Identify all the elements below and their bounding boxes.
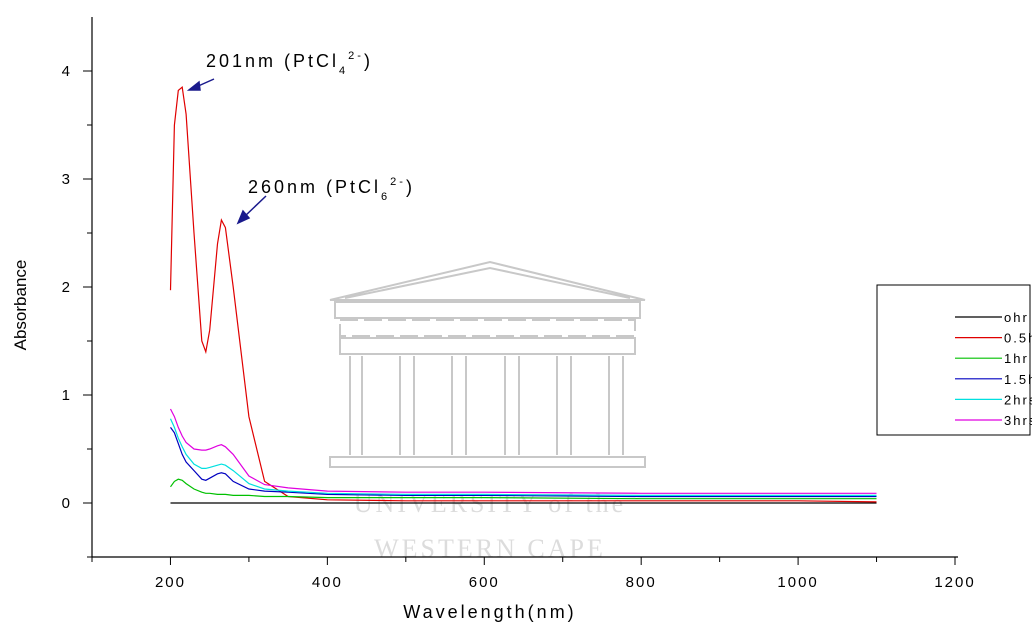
legend-label: ohr bbox=[1004, 310, 1029, 325]
legend-label: 1hr bbox=[1004, 351, 1029, 366]
y-tick-label: 3 bbox=[62, 171, 70, 188]
x-tick-label: 600 bbox=[469, 574, 500, 591]
x-tick-label: 1000 bbox=[777, 574, 818, 591]
x-tick-label: 200 bbox=[155, 574, 186, 591]
x-axis-label: Wavelength(nm) bbox=[403, 602, 576, 622]
watermark-text: WESTERN CAPE bbox=[374, 534, 606, 563]
annotation: 260nm (PtCl62-) bbox=[248, 176, 415, 203]
y-axis-label: Absorbance bbox=[11, 260, 30, 351]
x-tick-label: 400 bbox=[312, 574, 343, 591]
legend-label: 3hrs bbox=[1004, 413, 1032, 428]
series-line bbox=[170, 427, 877, 498]
annotation-arrows bbox=[186, 78, 267, 225]
legend-label: 0.5hr bbox=[1004, 331, 1032, 346]
series-line bbox=[170, 478, 877, 500]
series-line bbox=[169, 86, 877, 503]
annotation: 201nm (PtCl42-) bbox=[206, 50, 373, 77]
legend-label: 2hrs bbox=[1004, 392, 1032, 407]
y-tick-label: 0 bbox=[62, 495, 70, 512]
series-line bbox=[169, 408, 877, 494]
watermark-logo bbox=[329, 260, 646, 468]
legend-label: 1.5hrs bbox=[1004, 372, 1032, 387]
legend-box bbox=[876, 284, 1031, 436]
y-tick-label: 1 bbox=[62, 387, 70, 404]
x-tick-label: 1200 bbox=[934, 574, 975, 591]
x-tick-label: 800 bbox=[626, 574, 657, 591]
series-line bbox=[169, 418, 877, 496]
y-tick-label: 4 bbox=[62, 63, 70, 80]
y-tick-label: 2 bbox=[62, 279, 70, 296]
